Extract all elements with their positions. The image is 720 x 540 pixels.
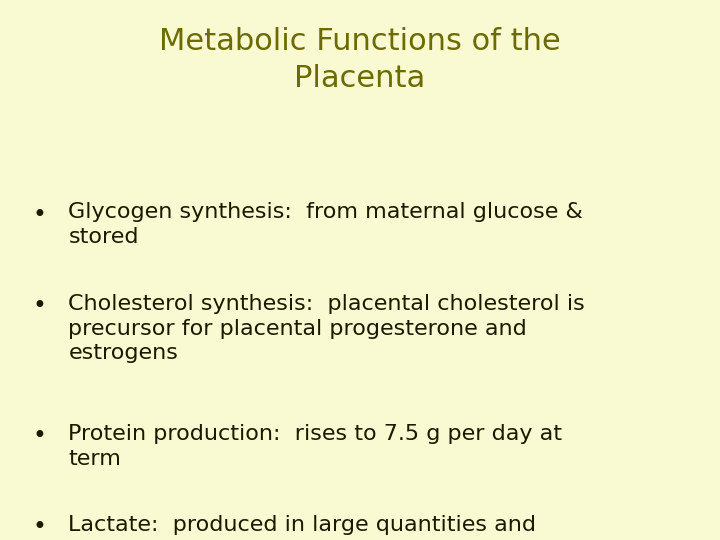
Text: •: • [32, 424, 47, 448]
Text: Lactate:  produced in large quantities and
needs to be removed: Lactate: produced in large quantities an… [68, 515, 536, 540]
Text: •: • [32, 294, 47, 318]
Text: Glycogen synthesis:  from maternal glucose &
stored: Glycogen synthesis: from maternal glucos… [68, 202, 583, 247]
Text: •: • [32, 202, 47, 226]
Text: Protein production:  rises to 7.5 g per day at
term: Protein production: rises to 7.5 g per d… [68, 424, 562, 469]
Text: Metabolic Functions of the
Placenta: Metabolic Functions of the Placenta [159, 27, 561, 93]
Text: Cholesterol synthesis:  placental cholesterol is
precursor for placental progest: Cholesterol synthesis: placental cholest… [68, 294, 585, 363]
Text: •: • [32, 515, 47, 539]
